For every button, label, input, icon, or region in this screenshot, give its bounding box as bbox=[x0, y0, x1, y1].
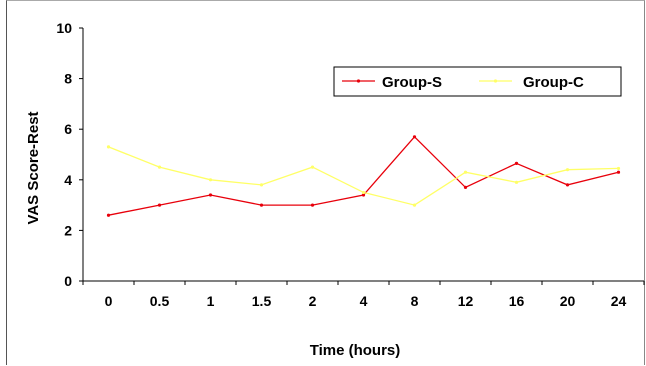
y-tick-label-2: 2 bbox=[64, 222, 72, 238]
data-point-group-s-5 bbox=[361, 193, 366, 197]
x-axis-label: Time (hours) bbox=[310, 342, 401, 359]
x-tick-label-8: 8 bbox=[411, 293, 419, 309]
y-tick-label-6: 6 bbox=[64, 121, 72, 137]
x-tick-label-0: 0 bbox=[105, 293, 113, 309]
x-tick-label-2: 2 bbox=[309, 293, 317, 309]
data-point-group-c-3 bbox=[259, 183, 264, 187]
data-point-group-s-1 bbox=[157, 203, 162, 207]
data-point-group-c-0 bbox=[106, 145, 111, 149]
legend-label-group-c: Group-C bbox=[523, 74, 584, 91]
y-tick-label-4: 4 bbox=[64, 172, 72, 188]
data-point-group-c-6 bbox=[412, 203, 417, 207]
legend-box bbox=[333, 66, 622, 97]
y-axis-label: VAS Score-Rest bbox=[25, 111, 42, 224]
data-point-group-s-3 bbox=[259, 203, 264, 207]
data-point-group-c-9 bbox=[565, 168, 570, 172]
x-tick-label-0.5: 0.5 bbox=[150, 293, 170, 309]
data-point-group-s-6 bbox=[412, 135, 417, 139]
x-tick-label-20: 20 bbox=[560, 293, 576, 309]
legend-marker-group-c bbox=[493, 79, 498, 83]
data-point-group-s-0 bbox=[106, 213, 111, 217]
data-point-group-c-7 bbox=[463, 170, 468, 174]
data-point-group-c-5 bbox=[361, 190, 366, 195]
x-tick-label-16: 16 bbox=[509, 293, 525, 309]
data-point-group-s-2 bbox=[208, 193, 213, 197]
legend: Group-S Group-C bbox=[333, 66, 622, 97]
data-point-group-s-9 bbox=[565, 183, 570, 187]
legend-marker-group-s bbox=[356, 79, 361, 83]
x-tick-label-4: 4 bbox=[360, 293, 368, 309]
y-tick-label-10: 10 bbox=[56, 20, 72, 36]
x-tick-label-24: 24 bbox=[611, 293, 627, 309]
y-tick-label-8: 8 bbox=[64, 71, 72, 87]
y-tick-label-0: 0 bbox=[64, 273, 72, 289]
x-tick-label-1: 1 bbox=[207, 293, 215, 309]
data-point-group-c-10 bbox=[616, 166, 621, 171]
x-tick-label-12: 12 bbox=[458, 293, 474, 309]
x-tick-label-1.5: 1.5 bbox=[252, 293, 272, 309]
legend-label-group-s: Group-S bbox=[382, 74, 442, 91]
data-point-group-s-10 bbox=[616, 170, 621, 174]
data-point-group-s-8 bbox=[514, 161, 519, 165]
data-point-group-c-1 bbox=[157, 165, 162, 169]
chart-frame bbox=[6, 0, 645, 365]
data-point-group-c-8 bbox=[514, 180, 519, 184]
data-point-group-c-4 bbox=[310, 165, 315, 169]
data-point-group-s-4 bbox=[310, 203, 315, 207]
data-point-group-s-7 bbox=[463, 185, 468, 189]
data-point-group-c-2 bbox=[208, 178, 213, 182]
